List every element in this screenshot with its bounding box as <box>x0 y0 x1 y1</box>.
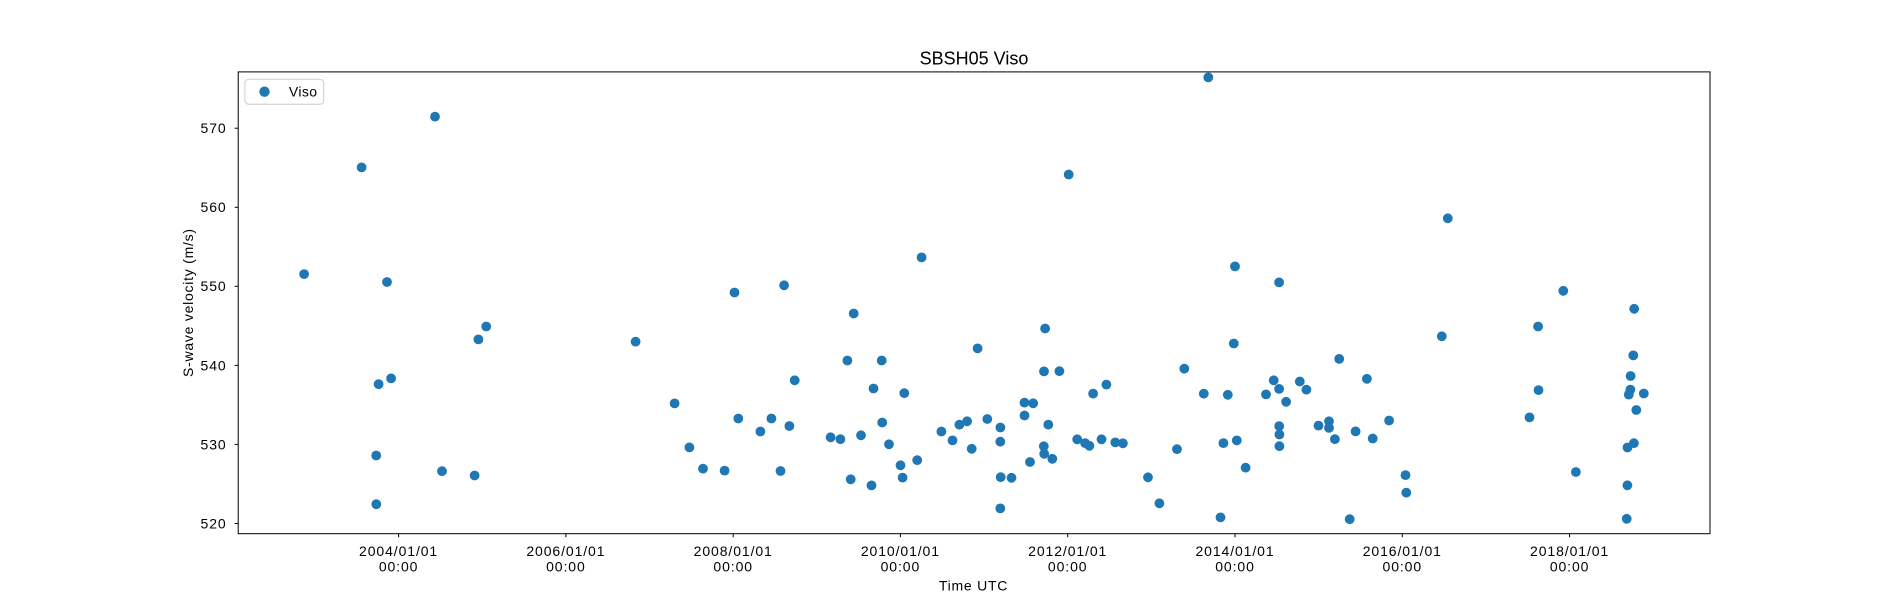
svg-text:2004/01/01: 2004/01/01 <box>359 543 438 559</box>
svg-text:00:00: 00:00 <box>1048 558 1088 574</box>
svg-text:SBSH05 Viso: SBSH05 Viso <box>920 49 1029 69</box>
svg-text:S-wave velocity (m/s): S-wave velocity (m/s) <box>180 228 196 377</box>
svg-text:2006/01/01: 2006/01/01 <box>526 543 605 559</box>
svg-text:2016/01/01: 2016/01/01 <box>1363 543 1442 559</box>
svg-text:540: 540 <box>201 357 227 373</box>
svg-text:2012/01/01: 2012/01/01 <box>1028 543 1107 559</box>
svg-text:00:00: 00:00 <box>881 558 921 574</box>
svg-text:00:00: 00:00 <box>1550 558 1590 574</box>
svg-text:Viso: Viso <box>289 83 318 99</box>
svg-text:2008/01/01: 2008/01/01 <box>694 543 773 559</box>
svg-text:00:00: 00:00 <box>713 558 753 574</box>
svg-text:2018/01/01: 2018/01/01 <box>1530 543 1609 559</box>
svg-text:570: 570 <box>201 120 227 136</box>
svg-text:2014/01/01: 2014/01/01 <box>1195 543 1274 559</box>
svg-text:Time UTC: Time UTC <box>939 577 1008 593</box>
svg-text:00:00: 00:00 <box>379 558 419 574</box>
svg-text:530: 530 <box>201 436 227 452</box>
svg-text:550: 550 <box>201 278 227 294</box>
svg-text:00:00: 00:00 <box>1215 558 1255 574</box>
svg-text:00:00: 00:00 <box>546 558 586 574</box>
svg-text:560: 560 <box>201 199 227 215</box>
svg-text:520: 520 <box>201 515 227 531</box>
svg-text:2010/01/01: 2010/01/01 <box>861 543 940 559</box>
svg-text:00:00: 00:00 <box>1383 558 1423 574</box>
